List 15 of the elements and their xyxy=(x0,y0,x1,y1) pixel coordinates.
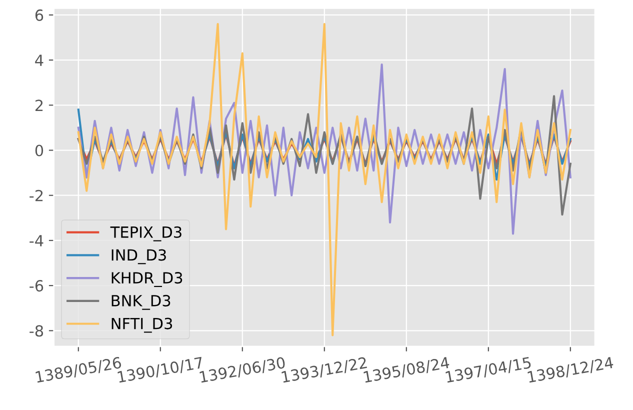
y-tick-label: -8 xyxy=(30,325,44,337)
y-tick-label: -6 xyxy=(30,280,44,292)
y-tick-label: -2 xyxy=(30,190,43,202)
y-tick-label: 4 xyxy=(35,54,44,66)
line-series xyxy=(77,22,572,336)
y-tick-label: 2 xyxy=(35,100,43,111)
legend-label: TEPIX_D3 xyxy=(110,226,182,242)
y-tick-label: 6 xyxy=(35,9,44,21)
legend-label: NFTI_D3 xyxy=(112,318,172,333)
y-tick-label: -4 xyxy=(30,235,44,246)
legend-label: KHDR_D3 xyxy=(112,272,182,287)
line-series xyxy=(77,95,572,216)
legend-label: BNK_D3 xyxy=(112,294,170,310)
y-tick-label: 0 xyxy=(35,144,44,156)
legend-label: IND_D3 xyxy=(112,249,166,264)
